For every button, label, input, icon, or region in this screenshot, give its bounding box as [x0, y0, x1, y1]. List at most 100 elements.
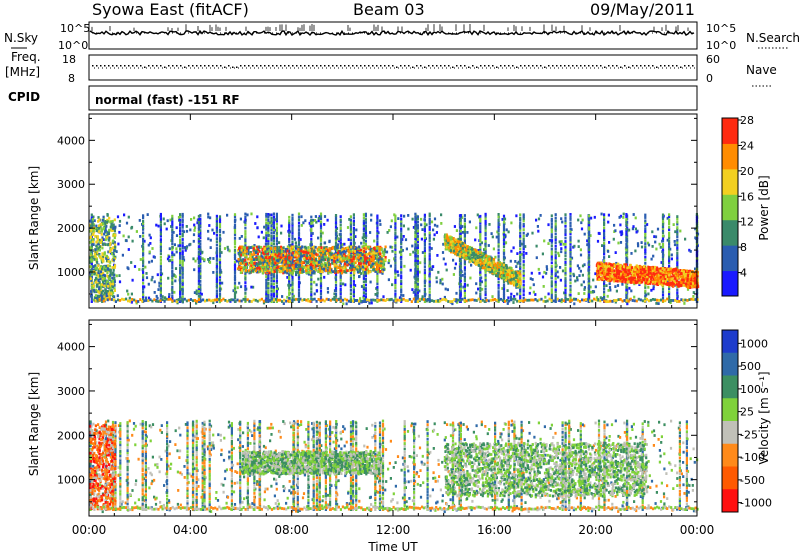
data-cell — [416, 300, 419, 303]
data-cell — [193, 216, 196, 220]
data-cell — [233, 215, 237, 219]
data-cell — [545, 265, 548, 268]
data-cell — [519, 216, 522, 220]
data-cell — [310, 215, 313, 219]
data-cell — [159, 281, 162, 285]
data-cell — [522, 250, 525, 254]
data-cell — [207, 237, 210, 241]
data-cell — [224, 299, 227, 302]
data-cell — [99, 293, 102, 297]
data-cell — [550, 276, 553, 280]
data-cell — [215, 214, 218, 218]
data-cell — [354, 261, 357, 265]
nsearch-dot — [352, 32, 353, 34]
data-cell — [569, 248, 572, 251]
data-cell — [128, 296, 131, 300]
data-cell — [168, 247, 171, 251]
data-cell — [661, 243, 665, 246]
data-cell — [267, 222, 270, 225]
data-cell — [334, 233, 338, 237]
nsearch-dot — [200, 32, 201, 34]
nsearch-dot — [680, 32, 681, 34]
data-cell — [402, 224, 405, 228]
data-cell — [109, 225, 112, 229]
data-cell — [174, 279, 177, 283]
data-cell — [581, 264, 585, 268]
data-cell — [90, 249, 93, 253]
data-cell — [199, 272, 202, 276]
data-cell — [181, 270, 184, 274]
data-cell — [349, 250, 352, 253]
data-cell — [497, 219, 500, 222]
data-cell — [463, 291, 466, 295]
data-cell — [141, 299, 144, 303]
data-cell — [197, 214, 200, 218]
nsearch-dot — [468, 32, 469, 34]
data-cell — [588, 263, 591, 266]
data-cell — [588, 243, 591, 247]
data-cell — [588, 214, 591, 218]
data-cell — [159, 271, 162, 274]
nave-dot — [358, 67, 359, 69]
data-cell — [104, 298, 107, 301]
data-cell — [233, 231, 237, 234]
data-cell — [497, 235, 500, 238]
freq-dot — [456, 65, 458, 67]
data-cell — [394, 219, 397, 223]
data-cell — [530, 271, 533, 275]
data-cell — [437, 299, 440, 302]
data-cell — [519, 252, 522, 256]
data-cell — [668, 287, 671, 290]
data-cell — [171, 258, 174, 262]
data-cell — [334, 295, 338, 298]
data-cell — [215, 240, 218, 244]
data-cell — [349, 215, 352, 219]
data-cell — [163, 298, 166, 301]
data-cell — [326, 218, 329, 222]
data-cell — [396, 235, 399, 239]
data-cell — [569, 267, 572, 271]
data-cell — [220, 299, 223, 302]
data-cell — [502, 290, 506, 293]
data-cell — [209, 216, 212, 220]
nsearch-dot — [356, 32, 357, 34]
data-cell — [414, 225, 417, 228]
nsearch-dot — [196, 32, 197, 34]
data-cell — [655, 247, 658, 251]
data-cell — [275, 294, 278, 298]
data-cell — [96, 235, 99, 238]
data-cell — [89, 269, 93, 272]
data-cell — [365, 260, 369, 264]
data-cell — [564, 279, 567, 282]
data-cell — [672, 223, 675, 226]
data-cell — [588, 248, 591, 252]
data-cell — [197, 287, 200, 290]
nave-dot — [278, 67, 279, 69]
data-cell — [554, 244, 557, 248]
data-cell — [218, 294, 222, 298]
data-cell — [142, 224, 145, 227]
data-cell — [362, 219, 365, 223]
data-cell — [497, 229, 500, 233]
nsearch-dot — [236, 32, 237, 34]
freq-dot — [556, 65, 558, 67]
data-cell — [428, 242, 431, 246]
data-cell — [564, 248, 567, 252]
data-cell — [94, 266, 97, 270]
data-cell — [554, 300, 557, 303]
data-cell — [108, 268, 111, 272]
data-cell — [118, 280, 122, 284]
data-cell — [428, 287, 431, 291]
data-cell — [159, 223, 162, 227]
data-cell — [502, 292, 506, 296]
data-cell — [569, 264, 572, 268]
data-cell — [310, 221, 313, 225]
data-cell — [513, 295, 516, 298]
nsearch-dot — [268, 32, 269, 34]
data-cell — [95, 244, 98, 248]
data-cell — [670, 253, 673, 257]
data-cell — [564, 269, 567, 272]
nave-dot — [366, 67, 367, 69]
nave-dot — [258, 67, 259, 69]
data-cell — [113, 257, 116, 261]
